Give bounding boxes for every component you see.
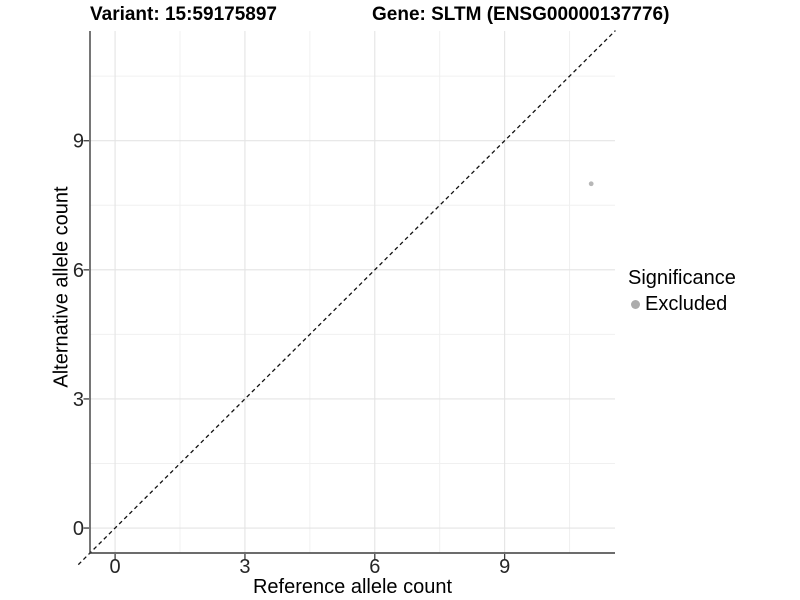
x-tick-label: 6 xyxy=(369,556,380,578)
x-tick-label: 3 xyxy=(239,556,250,578)
legend-title: Significance xyxy=(628,267,736,289)
legend-item: Excluded xyxy=(628,292,736,316)
y-tick-label: 3 xyxy=(73,389,84,411)
x-tick-label: 9 xyxy=(499,556,510,578)
y-tick-label: 9 xyxy=(73,131,84,153)
y-tick-label: 0 xyxy=(73,518,84,540)
gene-title: Gene: SLTM (ENSG00000137776) xyxy=(372,4,670,25)
data-point xyxy=(588,181,594,187)
legend-items: Excluded xyxy=(628,292,736,316)
x-axis-title: Reference allele count xyxy=(252,576,452,598)
legend-item-label: Excluded xyxy=(645,293,728,315)
x-tick-label: 0 xyxy=(110,556,121,578)
variant-title: Variant: 15:59175897 xyxy=(90,4,277,25)
y-axis-title: Alternative allele count xyxy=(50,186,73,388)
identity-line xyxy=(77,30,616,566)
legend: Significance Excluded xyxy=(628,266,736,316)
legend-point-icon xyxy=(631,299,640,309)
y-tick-label: 6 xyxy=(73,260,84,282)
